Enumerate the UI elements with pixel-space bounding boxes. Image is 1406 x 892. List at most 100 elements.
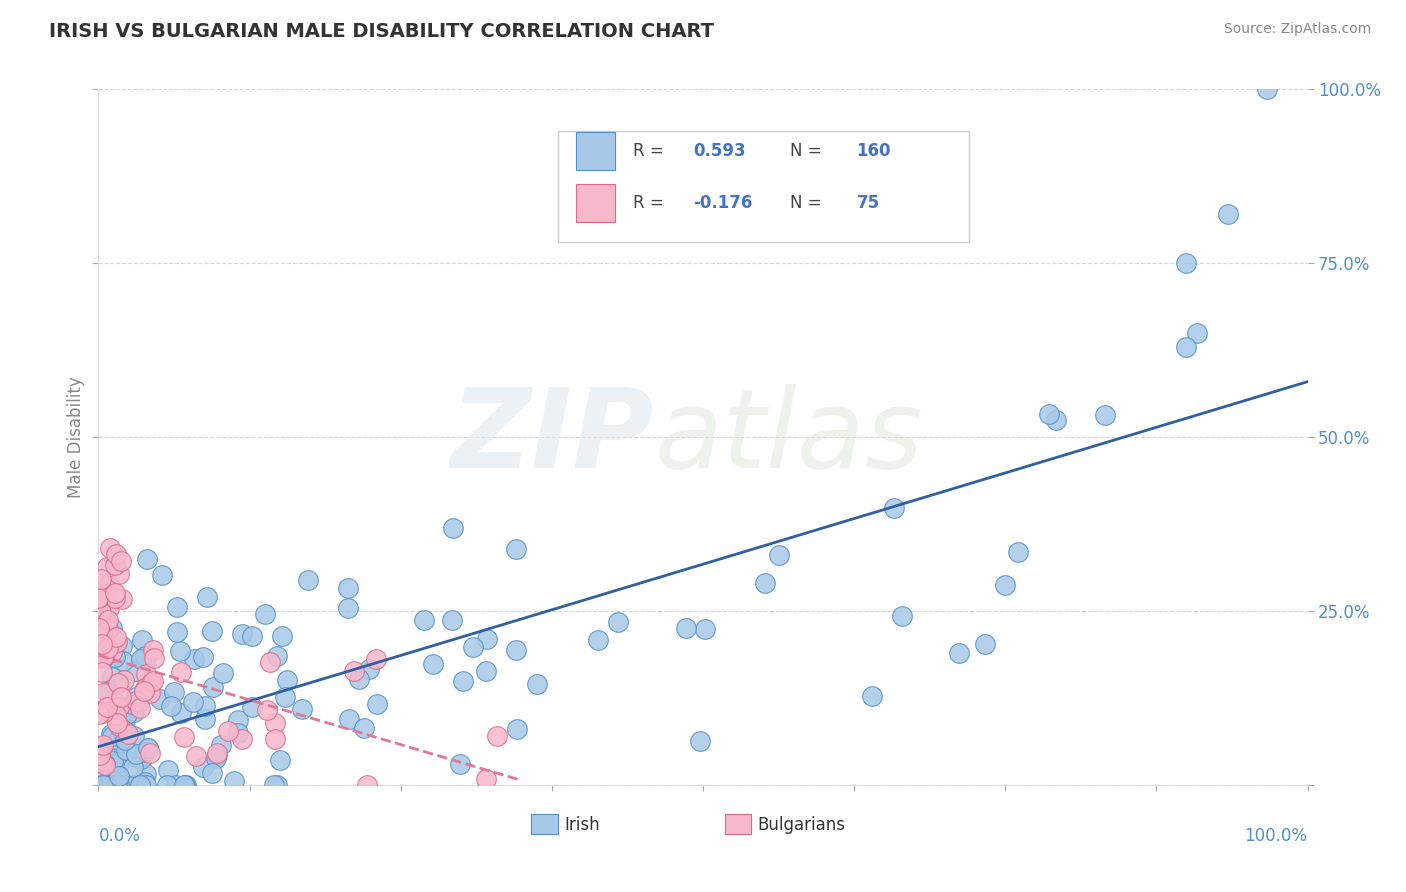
Point [150,568,173,582]
Point [142,674,165,689]
Y-axis label: Male Disability: Male Disability [66,376,84,498]
Point [440,613,463,627]
Point [160,699,183,714]
Point [134,648,156,663]
Point [124,664,146,678]
Text: R =: R = [633,194,669,212]
Point [240,700,263,714]
Point [94,778,117,792]
Point [754,575,776,590]
Point [128,695,150,709]
Point [443,521,465,535]
Point [89,747,111,762]
Point [211,666,233,681]
Point [87,707,110,722]
Point [337,581,360,595]
Point [96,560,118,574]
Point [486,729,509,743]
Text: N =: N = [790,194,827,212]
Point [364,652,387,666]
Point [202,680,225,694]
Point [201,766,224,780]
Point [135,667,157,681]
Point [108,755,131,769]
Text: Bulgarians: Bulgarians [758,815,845,834]
Point [90,742,112,756]
Point [101,670,124,684]
Point [253,607,276,621]
Text: 160: 160 [856,142,891,160]
Point [170,665,193,679]
Point [122,730,145,744]
Point [105,547,128,561]
Text: 75: 75 [856,194,880,212]
Point [97,640,120,655]
Point [93,648,115,663]
Point [107,778,129,792]
Point [890,608,912,623]
Point [101,754,124,768]
Point [97,632,120,647]
Point [477,632,499,646]
Point [114,723,136,738]
Point [100,621,122,635]
Point [108,700,131,714]
Point [263,731,285,746]
Point [129,652,152,666]
Point [114,732,136,747]
Point [132,684,155,698]
Point [110,554,132,568]
Point [195,590,218,604]
Point [1187,326,1209,340]
Point [125,747,148,761]
Point [90,778,112,792]
Point [451,674,474,689]
Point [101,645,124,659]
Point [1256,82,1278,96]
Point [166,600,188,615]
Point [108,770,131,784]
Point [165,778,187,792]
FancyBboxPatch shape [558,131,969,243]
Point [121,759,143,773]
Point [343,664,366,678]
Point [98,629,121,643]
Point [89,612,111,626]
Point [101,742,124,756]
Point [90,605,112,619]
Text: 0.0%: 0.0% [98,827,141,845]
Point [94,587,117,601]
Point [105,715,128,730]
Point [586,633,609,648]
Point [1094,409,1116,423]
Point [413,613,436,627]
Point [97,778,120,792]
Point [974,637,997,651]
Point [104,586,127,600]
Point [129,778,152,792]
Bar [531,814,558,834]
Point [134,681,156,695]
Point [184,749,207,764]
Point [136,552,159,566]
Point [111,639,134,653]
Point [994,577,1017,591]
Point [139,746,162,760]
Point [366,697,388,711]
Point [1038,407,1060,421]
Point [115,706,138,721]
Point [107,778,129,792]
Point [112,654,135,668]
Point [201,624,224,639]
Point [139,686,162,700]
Point [860,689,883,703]
Point [205,746,228,760]
Point [112,714,135,729]
Point [94,756,117,771]
Point [270,629,292,643]
Point [173,731,195,745]
Point [107,738,129,752]
Point [263,715,285,730]
Point [105,630,128,644]
Point [96,685,118,699]
